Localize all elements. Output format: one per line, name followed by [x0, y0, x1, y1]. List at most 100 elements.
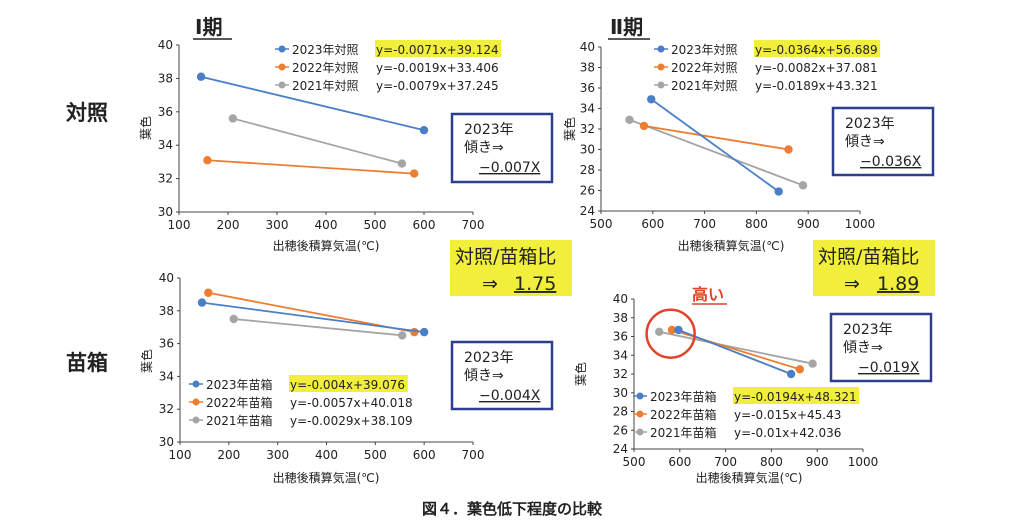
legend-equation: y=-0.0029x+38.109	[290, 414, 413, 428]
highlight-circle	[645, 308, 696, 359]
slope-box-label: 傾き⇒	[843, 340, 883, 356]
slope-box-value: −0.007X	[479, 160, 541, 176]
slope-box-value: −0.019X	[858, 360, 920, 376]
legend-item-3: 2021年対照 y=-0.0189x+43.321	[654, 79, 878, 93]
row-label-2: 苗箱	[66, 351, 108, 375]
x-tick-label: 500	[590, 217, 613, 231]
slope-box-border	[450, 112, 554, 184]
legend-equation: y=-0.0019x+33.406	[376, 61, 499, 75]
data-point	[397, 331, 407, 340]
legend-equation: y=-0.0057x+40.018	[290, 396, 413, 410]
data-point	[197, 298, 207, 307]
y-tick-label: 24	[613, 442, 628, 456]
x-axis-title: 出穂後積算気温(℃)	[273, 238, 380, 253]
x-tick-label: 200	[217, 218, 240, 232]
x-tick-label: 100	[168, 218, 191, 232]
series-line-1	[678, 329, 792, 375]
y-tick-label: 38	[158, 71, 173, 85]
x-tick-label: 500	[623, 455, 646, 469]
legend-swatch	[278, 45, 286, 53]
x-tick-label: 300	[266, 448, 289, 462]
slope-box-year: 2023年	[464, 350, 514, 366]
x-tick-label: 600	[641, 217, 664, 231]
data-point	[419, 327, 429, 337]
y-tick-label: 32	[580, 122, 595, 136]
data-point	[786, 369, 796, 379]
y-tick-label: 30	[159, 435, 174, 449]
ratio-box-2-arrow: ⇒	[844, 273, 860, 295]
legend-item-1: 2023年苗箱 y=-0.004x+39.076	[189, 375, 408, 392]
legend-item-1: 2023年対照 y=-0.0071x+39.124	[275, 40, 502, 57]
chart-1: 30 32 34 36 38 40 100 200 300 400 500 600 700 出穂後積算気温…	[139, 38, 554, 253]
y-axis-title: 葉色	[563, 117, 577, 141]
y-tick-label: 36	[580, 81, 595, 95]
x-tick-label: 100	[169, 448, 192, 462]
legend-equation: y=-0.0194x+48.321	[734, 390, 857, 404]
chart-4: 24 26 28 30 32 34 36 38 40 500 600 700 800 900 1000 出穂後…	[574, 285, 933, 485]
ratio-box-2: 対照/苗箱比 ⇒ 1.89	[813, 240, 935, 296]
x-tick-label: 500	[364, 218, 387, 232]
x-tick-label: 1000	[848, 455, 879, 469]
data-point	[774, 187, 783, 196]
legend-name: 2023年苗箱	[650, 389, 717, 404]
legend-item-2: 2022年対照 y=-0.0019x+33.406	[275, 61, 499, 75]
x-tick-label: 900	[797, 217, 820, 231]
y-tick-label: 32	[613, 367, 628, 381]
legend-name: 2021年対照	[671, 79, 738, 93]
ratio-box-1-title: 対照/苗箱比	[455, 246, 556, 268]
legend-equation: y=-0.0079x+37.245	[376, 79, 499, 93]
y-tick-label: 34	[159, 369, 174, 383]
legend-swatch	[192, 380, 200, 388]
legend-name: 2021年対照	[292, 79, 359, 93]
y-tick-label: 34	[613, 348, 628, 362]
legend-highlight	[375, 40, 502, 57]
legend-swatch	[636, 392, 644, 400]
data-point	[419, 125, 429, 135]
y-axis-title: 葉色	[140, 349, 154, 373]
data-point	[784, 145, 793, 154]
y-tick-label: 40	[580, 40, 595, 54]
x-tick-label: 500	[364, 448, 387, 462]
legend-item-1: 2023年対照 y=-0.0364x+56.689	[654, 40, 881, 57]
legend-item-3: 2021年苗箱 y=-0.0029x+38.109	[189, 413, 413, 428]
data-point	[647, 95, 656, 104]
x-tick-label: 1000	[845, 217, 876, 231]
series-line-2	[643, 125, 789, 151]
series-line-3	[232, 117, 403, 165]
ratio-box-2-value: 1.89	[877, 273, 919, 295]
legend-name: 2023年対照	[292, 43, 359, 57]
legend-equation: y=-0.0082x+37.081	[755, 61, 878, 75]
data-point	[196, 72, 206, 81]
legend-item-2: 2022年対照 y=-0.0082x+37.081	[654, 61, 878, 75]
slope-box-label: 傾き⇒	[845, 134, 885, 150]
legend-highlight	[733, 387, 860, 404]
legend-name: 2023年対照	[671, 43, 738, 57]
slope-box-year: 2023年	[464, 122, 514, 138]
legend-equation: y=-0.0071x+39.124	[376, 43, 499, 57]
x-tick-label: 700	[693, 217, 716, 231]
ratio-box-1-value: 1.75	[514, 273, 556, 295]
data-point	[229, 314, 238, 324]
x-tick-label: 300	[266, 218, 289, 232]
ratio-box-2-title: 対照/苗箱比	[818, 246, 919, 268]
series-line-2	[207, 159, 415, 175]
y-tick-label: 24	[580, 204, 595, 218]
legend-equation: y=-0.01x+42.036	[734, 426, 841, 440]
data-point	[674, 325, 683, 335]
slope-box-label: 傾き⇒	[464, 140, 504, 156]
data-point	[795, 365, 804, 374]
slope-box-year: 2023年	[843, 322, 893, 338]
y-tick-label: 28	[580, 163, 595, 177]
ratio-box-1: 対照/苗箱比 ⇒ 1.75	[450, 240, 572, 296]
data-point	[798, 181, 808, 190]
legend-equation: y=-0.015x+45.43	[734, 408, 841, 422]
data-point	[228, 114, 238, 123]
data-point	[397, 159, 407, 168]
legend-swatch	[657, 63, 665, 71]
y-tick-label: 26	[580, 184, 595, 198]
series-line-1	[201, 301, 425, 334]
y-axis-title: 葉色	[139, 116, 153, 140]
